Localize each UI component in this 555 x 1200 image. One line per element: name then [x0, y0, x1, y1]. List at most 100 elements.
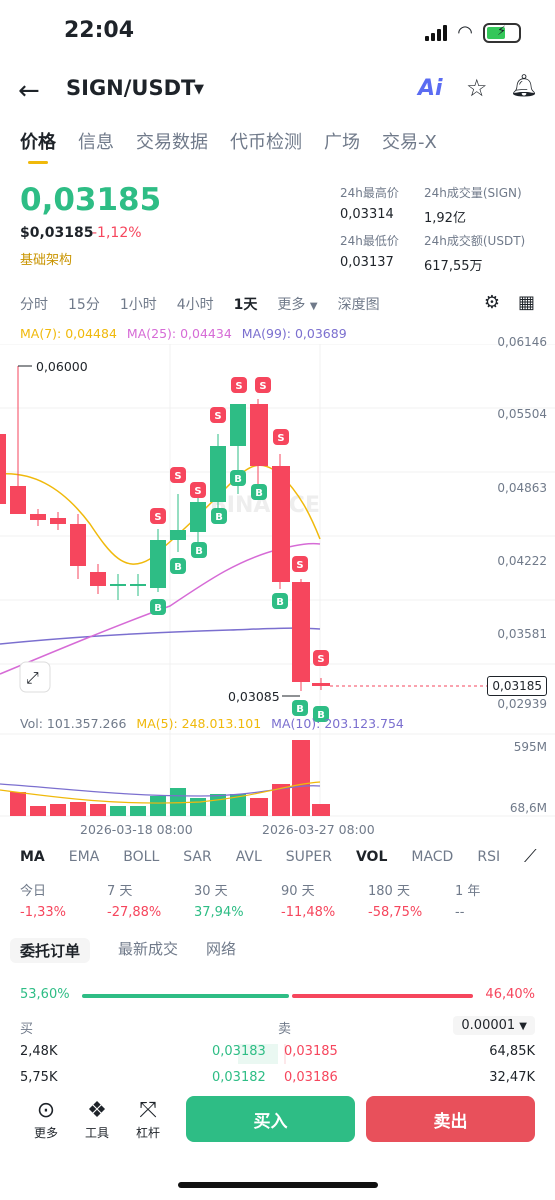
ai-icon[interactable]: Ai — [418, 76, 443, 101]
svg-text:B: B — [255, 488, 263, 499]
wifi-icon: ◠ — [457, 22, 473, 43]
volume-legend: Vol: 101.357.266 MA(5): 248.013.101 MA(1… — [20, 716, 404, 731]
interval-15m[interactable]: 15分 — [68, 297, 100, 313]
candlestick-chart[interactable]: BINANCE — [0, 344, 555, 824]
tab-trade-x[interactable]: 交易-X — [382, 132, 437, 153]
candle — [230, 404, 246, 446]
buy-marker: B — [272, 593, 288, 609]
indicator-super[interactable]: SUPER — [285, 849, 332, 865]
tools-button[interactable]: ❖ 工具 — [77, 1098, 117, 1141]
svg-text:B: B — [234, 474, 242, 485]
grid-layout-icon[interactable]: ▦ — [517, 292, 535, 313]
leverage-button[interactable]: ⤧ 杠杆 — [128, 1098, 168, 1141]
sell-marker: S — [150, 508, 166, 524]
sell-marker: S — [231, 377, 247, 393]
candle — [90, 572, 106, 586]
stat-label: 24h最高价 — [340, 186, 399, 200]
indicator-macd[interactable]: MACD — [411, 849, 454, 865]
sell-marker: S — [210, 407, 226, 423]
trade-markers: S S S S S S S S S B B B B B B B B B — [150, 377, 329, 722]
indicator-boll[interactable]: BOLL — [123, 849, 160, 865]
ma-legend: MA(7): 0,04484 MA(25): 0,04434 MA(99): 0… — [20, 326, 347, 341]
bid-quantity: 5,75K — [20, 1070, 58, 1085]
sell-marker: S — [313, 650, 329, 666]
candle — [250, 404, 268, 466]
svg-text:S: S — [296, 560, 303, 571]
orderbook-row[interactable]: 2,48K 0,03183 0,03185 64,85K — [20, 1044, 535, 1064]
sell-button[interactable]: 卖出 — [366, 1096, 535, 1142]
performance-value: -- — [455, 905, 465, 920]
volume-ma10: MA(10): 203.123.754 — [271, 716, 404, 731]
tab-token-check[interactable]: 代币检测 — [230, 132, 302, 153]
indicator-ema[interactable]: EMA — [68, 849, 100, 865]
svg-text:S: S — [317, 654, 324, 665]
tab-trading-data[interactable]: 交易数据 — [136, 132, 208, 153]
back-arrow-icon[interactable]: ← — [18, 76, 40, 106]
favorite-star-icon[interactable]: ☆ — [466, 74, 488, 102]
tab-square[interactable]: 广场 — [324, 132, 360, 153]
interval-more[interactable]: 更多 ▼ — [277, 294, 317, 314]
performance-value: -1,33% — [20, 905, 66, 920]
svg-text:B: B — [296, 704, 304, 715]
category-tag[interactable]: 基础架构 — [20, 253, 73, 268]
indicator-sar[interactable]: SAR — [183, 849, 212, 865]
chart-settings-icon[interactable]: ⚙ — [483, 292, 500, 313]
chart-tools: ⚙ ▦ — [484, 292, 535, 313]
ask-quantity: 64,85K — [489, 1044, 535, 1059]
precision-select[interactable]: 0.00001 ▼ — [453, 1016, 535, 1035]
svg-text:B: B — [174, 562, 182, 573]
buy-button[interactable]: 买入 — [186, 1096, 355, 1142]
buy-marker: B — [292, 700, 308, 716]
indicator-vol[interactable]: VOL — [355, 849, 388, 865]
interval-1h[interactable]: 1小时 — [119, 297, 157, 313]
ask-quantity: 32,47K — [489, 1070, 535, 1085]
tab-network[interactable]: 网络 — [206, 940, 237, 958]
current-price-tag: 0,03185 — [487, 676, 547, 696]
candle — [312, 683, 330, 686]
performance-label: 7 天 — [107, 884, 133, 899]
last-price: 0,03185 — [20, 182, 162, 218]
status-bar: 22:04 ◠ ⚡ — [0, 0, 555, 66]
indicator-rsi[interactable]: RSI — [477, 849, 501, 865]
tab-info[interactable]: 信息 — [78, 132, 114, 153]
ask-price: 0,03185 — [284, 1044, 338, 1059]
interval-depth[interactable]: 深度图 — [337, 297, 380, 313]
stat-label: 24h成交额(USDT) — [424, 234, 526, 248]
svg-text:S: S — [277, 433, 284, 444]
chevron-down-icon[interactable]: ▼ — [194, 82, 204, 97]
main-tabs: 价格 信息 交易数据 代币检测 广场 交易-X — [20, 128, 437, 164]
buy-marker: B — [191, 542, 207, 558]
buy-marker: B — [313, 706, 329, 722]
bell-icon[interactable]: 🔔︎ — [510, 74, 538, 99]
svg-text:S: S — [259, 381, 266, 392]
caret-down-icon: ▼ — [309, 301, 318, 312]
header: ← SIGN/USDT ▼ Ai ☆ 🔔︎ — [0, 70, 555, 110]
buy-marker: B — [230, 470, 246, 486]
indicator-avl[interactable]: AVL — [235, 849, 262, 865]
performance-value: 37,94% — [194, 905, 244, 920]
leverage-label: 杠杆 — [135, 1126, 160, 1140]
tab-price[interactable]: 价格 — [20, 128, 56, 164]
stat-24h-volume: 24h成交量(SIGN) 1,92亿 — [424, 184, 522, 226]
buy-marker: B — [251, 484, 267, 500]
date-label: 2026-03-27 08:00 — [262, 822, 375, 837]
candle — [30, 514, 46, 520]
ma99-curve — [0, 627, 321, 645]
indicator-settings-icon[interactable]: ⟋ — [524, 846, 537, 867]
interval-1d[interactable]: 1天 — [233, 297, 258, 313]
interval-4h[interactable]: 4小时 — [176, 297, 214, 313]
tab-order-book[interactable]: 委托订单 — [10, 938, 91, 963]
stat-value: 0,03314 — [340, 207, 394, 222]
performance-item: 7 天 -27,88% — [107, 880, 194, 920]
pair-title[interactable]: SIGN/USDT — [66, 76, 196, 100]
svg-text:S: S — [235, 381, 242, 392]
indicator-ma[interactable]: MA — [20, 849, 45, 865]
interval-timeline[interactable]: 分时 — [20, 297, 48, 313]
tab-recent-trades[interactable]: 最新成交 — [118, 940, 179, 958]
more-button[interactable]: ⊙ 更多 — [26, 1098, 66, 1141]
orderbook-row[interactable]: 5,75K 0,03182 0,03186 32,47K — [20, 1070, 535, 1090]
stat-24h-amount: 24h成交额(USDT) 617,55万 — [424, 232, 525, 274]
stat-24h-low: 24h最低价 0,03137 — [340, 232, 399, 270]
chevron-down-icon: ▼ — [519, 1021, 527, 1032]
fullscreen-icon[interactable]: ⤢ — [19, 661, 51, 693]
